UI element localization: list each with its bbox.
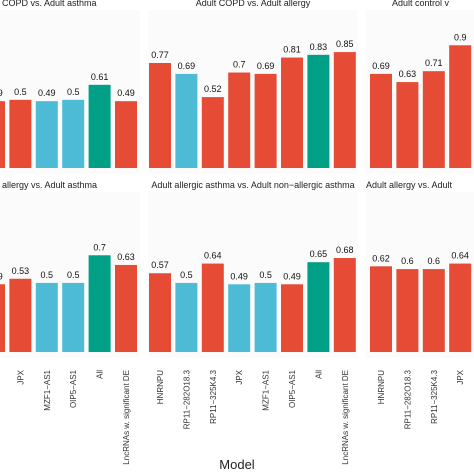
- bar: [88, 84, 111, 168]
- bar-value-label: 0.83: [310, 42, 328, 52]
- bar-value-label: 0.5: [41, 270, 54, 280]
- bar-value-label: 0.49: [283, 271, 301, 281]
- bar-value-label: 0.5: [259, 270, 272, 280]
- x-tick-label: JPX: [16, 369, 25, 384]
- bar: [307, 262, 330, 352]
- x-tick-label: JPX: [456, 369, 465, 384]
- bar: [0, 101, 5, 168]
- x-tick-label: OIP5−AS1: [288, 369, 297, 408]
- bar-value-label: 0.5: [67, 270, 80, 280]
- bar: [0, 284, 5, 352]
- bar-value-label: 0.53: [12, 266, 30, 276]
- bar-value-label: 0.49: [0, 88, 3, 98]
- x-tick-label: RP11−282O18.3: [403, 369, 412, 429]
- bar: [175, 282, 198, 352]
- x-tick-label: All: [96, 370, 105, 379]
- bar: [228, 72, 251, 168]
- bar-value-label: 0.9: [454, 32, 467, 42]
- x-tick-label: RP11−325K4.3: [430, 369, 439, 423]
- bar-value-label: 0.61: [91, 72, 109, 82]
- bar: [449, 45, 472, 168]
- bar-value-label: 0.71: [425, 58, 443, 68]
- bar-value-label: 0.69: [178, 61, 196, 71]
- bar: [62, 99, 85, 168]
- panel-title: Adult allergic asthma vs. Adult non−alle…: [151, 180, 354, 190]
- x-tick-label: HNRNPU: [156, 370, 165, 404]
- bar-value-label: 0.52: [204, 84, 222, 94]
- bar: [149, 273, 171, 352]
- bar-value-label: 0.65: [310, 249, 328, 259]
- bar-value-label: 0.69: [257, 61, 275, 71]
- bar: [333, 258, 356, 352]
- bar: [281, 284, 303, 352]
- bar-value-label: 0.64: [451, 251, 469, 261]
- bar-value-label: 0.57: [151, 260, 169, 270]
- bar: [281, 57, 303, 168]
- x-tick-label: JPX: [235, 369, 244, 384]
- bar-value-label: 0.5: [67, 87, 80, 97]
- bar: [307, 54, 330, 169]
- x-tick-label: MZF1−AS1: [262, 369, 271, 410]
- bar-value-label: 0.6: [401, 256, 414, 266]
- bar: [88, 255, 111, 352]
- bar-value-label: 0.69: [372, 61, 390, 71]
- bar-value-label: 0.63: [117, 252, 135, 262]
- bar-value-label: 0.85: [336, 39, 354, 49]
- bar: [228, 284, 251, 352]
- bar-value-label: 0.81: [283, 45, 301, 55]
- bar-value-label: 0.49: [230, 271, 248, 281]
- x-tick-label: RP11−325K4.3: [209, 369, 218, 423]
- bar: [422, 269, 445, 352]
- bar: [201, 97, 224, 168]
- bar-value-label: 0.5: [180, 270, 193, 280]
- bar: [370, 73, 392, 168]
- x-tick-label: LncRNAs w. significant DE: [122, 370, 131, 465]
- bar-value-label: 0.49: [117, 88, 135, 98]
- bar: [115, 101, 137, 168]
- bar: [396, 269, 419, 352]
- bar-value-label: 0.63: [399, 69, 417, 79]
- x-tick-label: RP11−282O18.3: [182, 369, 191, 429]
- bar: [449, 263, 472, 352]
- bar-value-label: 0.49: [38, 88, 56, 98]
- bar-value-label: 0.77: [151, 50, 169, 60]
- x-tick-label: HNRNPU: [377, 370, 386, 404]
- bar: [422, 71, 445, 168]
- bar: [9, 278, 32, 352]
- bar: [396, 82, 419, 168]
- bar: [62, 282, 85, 352]
- panel-title: Adult allergy vs. Adult: [366, 180, 453, 190]
- bar: [35, 282, 58, 352]
- bar: [370, 266, 392, 352]
- panel-title: Adult control v: [392, 0, 450, 8]
- bar: [9, 99, 32, 168]
- bar-value-label: 0.7: [93, 242, 106, 252]
- x-axis-title: Model: [219, 457, 255, 472]
- panel-title: Adult COPD vs. Adult allergy: [196, 0, 311, 8]
- bar: [254, 73, 277, 168]
- bar-value-label: 0.7: [233, 60, 246, 70]
- bar: [35, 101, 58, 168]
- bar: [175, 73, 198, 168]
- bar: [149, 63, 171, 168]
- x-tick-label: MZF1−AS1: [43, 369, 52, 410]
- bar-value-label: 0.68: [336, 245, 354, 255]
- bar-value-label: 0.49: [0, 271, 3, 281]
- bar: [115, 264, 137, 352]
- panel-title: COPD vs. Adult asthma: [2, 0, 97, 8]
- bar-value-label: 0.6: [428, 256, 441, 266]
- bar-value-label: 0.62: [372, 253, 390, 263]
- panel-title: allergy vs. Adult asthma: [2, 180, 97, 190]
- x-tick-label: OIP5−AS1: [69, 369, 78, 408]
- bar-value-label: 0.64: [204, 251, 222, 261]
- bar: [333, 52, 356, 168]
- bar: [201, 263, 224, 352]
- x-tick-label: LncRNAs w. significant DE: [341, 370, 350, 465]
- bar-value-label: 0.5: [14, 87, 27, 97]
- x-tick-label: All: [314, 370, 323, 379]
- bar: [254, 282, 277, 352]
